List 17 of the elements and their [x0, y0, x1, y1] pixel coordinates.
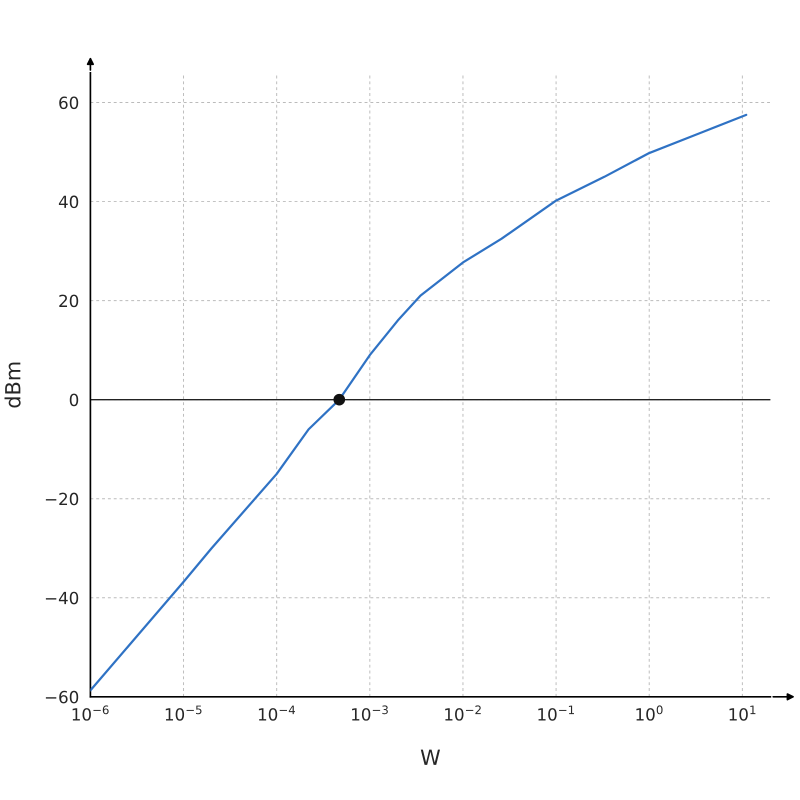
- x-tick-label: 10$^{−1}$: [538, 706, 574, 721]
- x-tick-label: 10$^{−4}$: [258, 706, 296, 721]
- x-axis-title: W: [420, 750, 440, 765]
- x-tick-label: 10$^{1}$: [730, 706, 756, 721]
- y-tick-label: −20: [46, 492, 78, 506]
- x-tick-label: 10$^{0}$: [636, 705, 663, 721]
- y-tick-label: −40: [46, 592, 78, 604]
- x-tick-label: 10$^{−3}$: [352, 705, 388, 721]
- x-tick-label: 10$^{−2}$: [445, 705, 481, 721]
- y-tick-label: 20: [59, 294, 78, 308]
- y-tick-label: −60: [46, 690, 78, 704]
- y-axis-title: dBm: [4, 362, 21, 408]
- y-tick-label: 40: [58, 196, 78, 208]
- x-tick-label: 10$^{−6}$: [72, 705, 109, 721]
- y-tick-label: 0: [70, 394, 78, 406]
- x-tick-label: 10$^{−5}$: [166, 706, 202, 721]
- y-tick-label: 60: [59, 96, 78, 110]
